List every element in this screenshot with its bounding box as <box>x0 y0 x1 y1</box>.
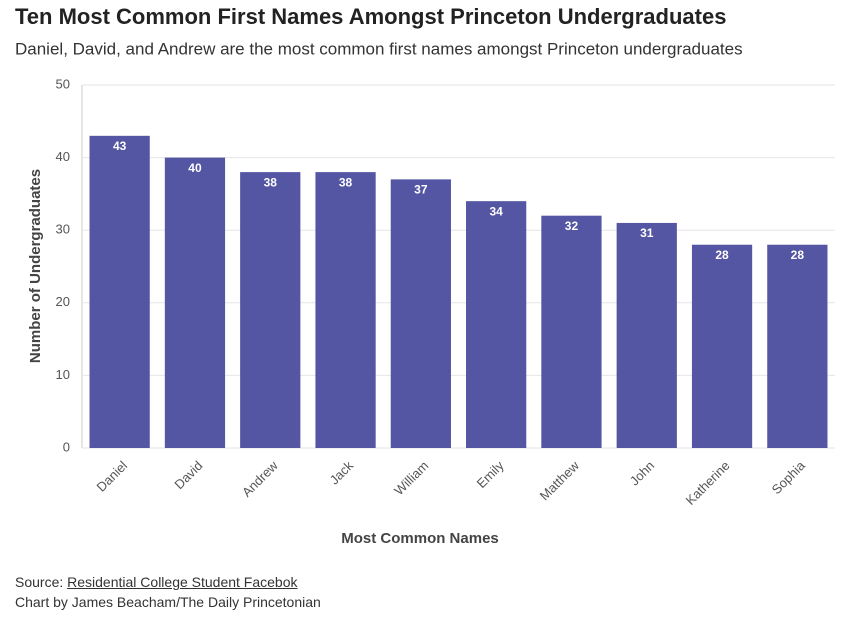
x-tick-label: Matthew <box>537 458 583 504</box>
x-tick-label: Katherine <box>683 458 733 508</box>
y-axis-label: Number of Undergraduates <box>27 169 44 363</box>
x-tick-label: William <box>391 458 431 498</box>
source-line: Source: Residential College Student Face… <box>15 574 298 590</box>
y-tick-label: 50 <box>56 76 70 91</box>
chart-title: Ten Most Common First Names Amongst Prin… <box>15 4 726 29</box>
bar <box>240 172 301 448</box>
x-tick-label: David <box>171 458 205 492</box>
x-tick-label: Sophia <box>769 457 809 497</box>
data-label: 28 <box>791 248 805 262</box>
bar <box>89 135 150 448</box>
data-label: 37 <box>414 183 428 197</box>
data-label: 34 <box>489 204 503 218</box>
data-label: 38 <box>264 175 278 189</box>
bar <box>616 222 677 448</box>
data-label: 31 <box>640 226 654 240</box>
bar <box>315 172 376 448</box>
x-tick-label: Jack <box>327 458 357 488</box>
source-label: Source: <box>15 574 64 590</box>
bar <box>541 215 602 448</box>
x-tick-label: Andrew <box>239 458 281 500</box>
data-label: 32 <box>565 219 579 233</box>
data-label: 40 <box>188 161 202 175</box>
x-tick-label: Daniel <box>94 458 131 495</box>
x-tick-label: Emily <box>474 458 507 491</box>
data-label: 38 <box>339 175 353 189</box>
data-label: 28 <box>715 248 729 262</box>
y-tick-label: 0 <box>63 439 70 454</box>
x-tick-label: John <box>627 458 658 489</box>
y-tick-label: 40 <box>56 149 70 164</box>
chart-subtitle: Daniel, David, and Andrew are the most c… <box>15 39 743 58</box>
bar <box>390 179 451 448</box>
credit: Chart by James Beacham/The Daily Princet… <box>15 594 321 610</box>
bar <box>164 157 226 448</box>
y-tick-label: 10 <box>56 367 70 382</box>
y-tick-label: 30 <box>56 222 70 237</box>
bar <box>466 201 527 448</box>
bar <box>691 244 753 448</box>
data-label: 43 <box>113 139 127 153</box>
bar <box>767 244 828 448</box>
y-tick-label: 20 <box>56 294 70 309</box>
source-link[interactable]: Residential College Student Facebok <box>67 574 298 590</box>
x-axis-label: Most Common Names <box>341 530 499 547</box>
